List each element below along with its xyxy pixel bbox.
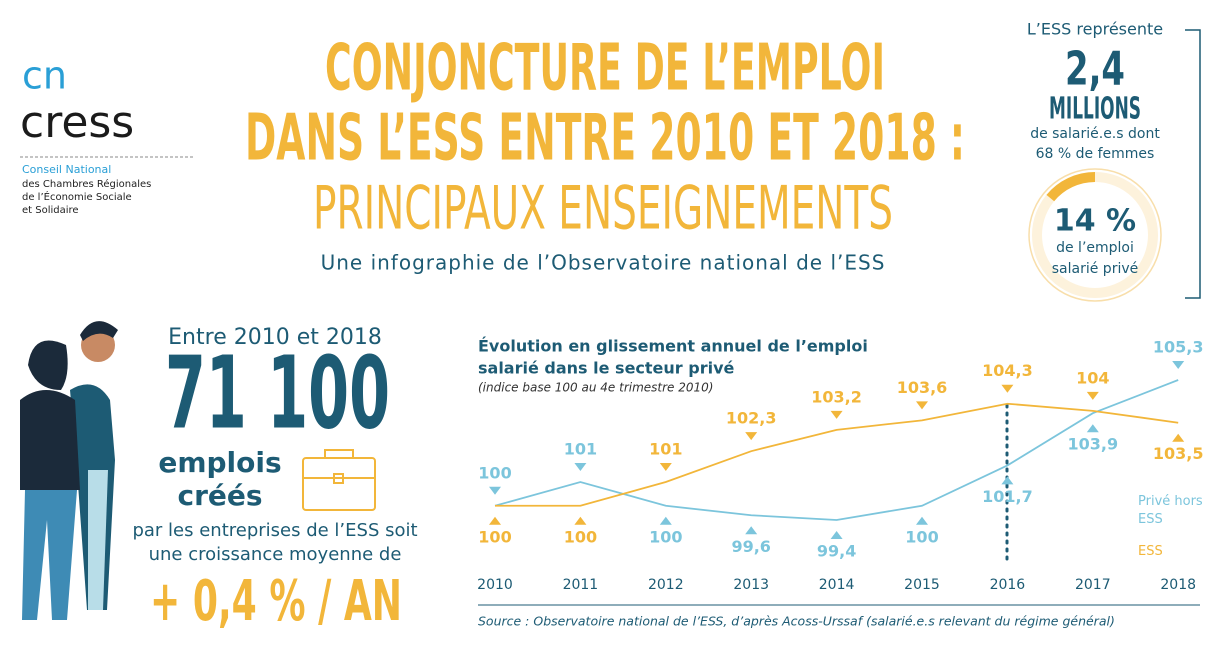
- point-marker: [916, 516, 928, 525]
- point-marker: [1172, 361, 1185, 369]
- value-label: 100: [905, 527, 938, 546]
- logo-line: de l’Économie Sociale: [22, 190, 132, 203]
- source: Source : Observatoire national de l’ESS,…: [478, 614, 1115, 629]
- value-label: 103,5: [1153, 444, 1204, 463]
- point-marker: [830, 531, 843, 539]
- point-marker: [1172, 433, 1185, 442]
- legend-entry: ESS: [1138, 544, 1163, 559]
- chart-title: salarié dans le secteur privé: [478, 359, 735, 378]
- point-marker: [745, 526, 758, 535]
- donut-outline: [1028, 168, 1162, 302]
- value-label: 102,3: [726, 409, 777, 428]
- point-marker: [830, 410, 843, 419]
- value-label: 104,3: [982, 361, 1033, 380]
- value-label: 100: [564, 527, 597, 546]
- logo-line: des Chambres Régionales: [22, 178, 151, 190]
- chart-title: Évolution en glissement annuel de l’empl…: [478, 337, 868, 356]
- series-line: [494, 379, 1179, 521]
- x-tick-label: 2014: [819, 577, 855, 593]
- value-label: 99,6: [731, 537, 770, 556]
- title-line: CONJONCTURE DE L’EMPLOI: [325, 32, 885, 106]
- x-tick-label: 2015: [904, 577, 940, 593]
- x-tick-label: 2012: [648, 577, 684, 593]
- point-marker: [1086, 424, 1099, 433]
- jobs-count: 71 100: [165, 334, 390, 451]
- share-label: 14 %: [1054, 204, 1136, 239]
- series-line: [495, 402, 1179, 507]
- value-label: 103,2: [811, 387, 862, 406]
- value-label: 101: [564, 440, 597, 459]
- subtitle: Une infographie de l’Observatoire nation…: [321, 251, 886, 275]
- value-label: 100: [649, 527, 682, 546]
- value-label: 101: [649, 440, 682, 459]
- jobs-label: créés: [177, 479, 262, 512]
- x-tick-label: 2011: [563, 577, 599, 593]
- growth: + 0,4 % / AN: [150, 569, 402, 634]
- logo-name: cress: [20, 97, 134, 148]
- point-marker: [489, 516, 501, 525]
- bracket: [1185, 29, 1201, 299]
- value-label: 100: [478, 527, 511, 546]
- share-text: de l’emploi: [1056, 240, 1134, 256]
- jobs-text: une croissance moyenne de: [149, 544, 402, 565]
- people-illustration: [20, 321, 118, 620]
- x-tick-label: 2018: [1160, 577, 1196, 593]
- briefcase-icon: [302, 449, 376, 511]
- point-marker: [1001, 384, 1014, 393]
- x-tick-label: 2013: [733, 577, 769, 593]
- x-tick-label: 2010: [477, 577, 513, 593]
- point-marker: [1001, 476, 1014, 485]
- title-line: PRINCIPAUX ENSEIGNEMENTS: [313, 174, 893, 244]
- value-label: 101,7: [982, 487, 1033, 506]
- value-label: 103,9: [1067, 435, 1118, 454]
- value-label: 104: [1076, 368, 1109, 387]
- period: Entre 2010 et 2018: [168, 325, 382, 350]
- point-marker: [916, 401, 928, 410]
- point-marker: [489, 486, 501, 495]
- logo-short: cn: [22, 54, 67, 98]
- point-marker: [1086, 391, 1099, 400]
- big-figure: 2,4: [1065, 42, 1125, 96]
- point-marker: [659, 463, 672, 472]
- point-marker: [574, 516, 587, 525]
- point-marker: [659, 516, 672, 525]
- x-tick-label: 2017: [1075, 577, 1111, 593]
- legend-entry: Privé hors ESS: [1138, 494, 1203, 527]
- x-tick-label: 2016: [990, 577, 1026, 593]
- jobs-label: emplois: [158, 446, 281, 479]
- point-marker: [574, 463, 587, 472]
- value-label: 99,4: [817, 542, 856, 561]
- unit: MILLIONS: [1049, 92, 1141, 127]
- logo-line: et Solidaire: [22, 205, 79, 216]
- logo-line: Conseil National: [22, 163, 111, 176]
- point-marker: [745, 432, 758, 441]
- detail: 68 % de femmes: [1036, 146, 1155, 162]
- jobs-text: par les entreprises de l’ESS soit: [132, 520, 417, 541]
- value-label: 100: [478, 463, 511, 482]
- value-label: 103,6: [897, 378, 948, 397]
- value-label: 105,3: [1153, 338, 1204, 357]
- detail: de salarié.e.s dont: [1030, 126, 1160, 142]
- chart-subtitle: (indice base 100 au 4e trimestre 2010): [478, 381, 713, 395]
- share-arc: [1046, 172, 1096, 202]
- intro: L’ESS représente: [1027, 20, 1163, 39]
- share-text: salarié privé: [1052, 261, 1138, 277]
- title-line: DANS L’ESS ENTRE 2010 ET 2018 :: [245, 102, 965, 176]
